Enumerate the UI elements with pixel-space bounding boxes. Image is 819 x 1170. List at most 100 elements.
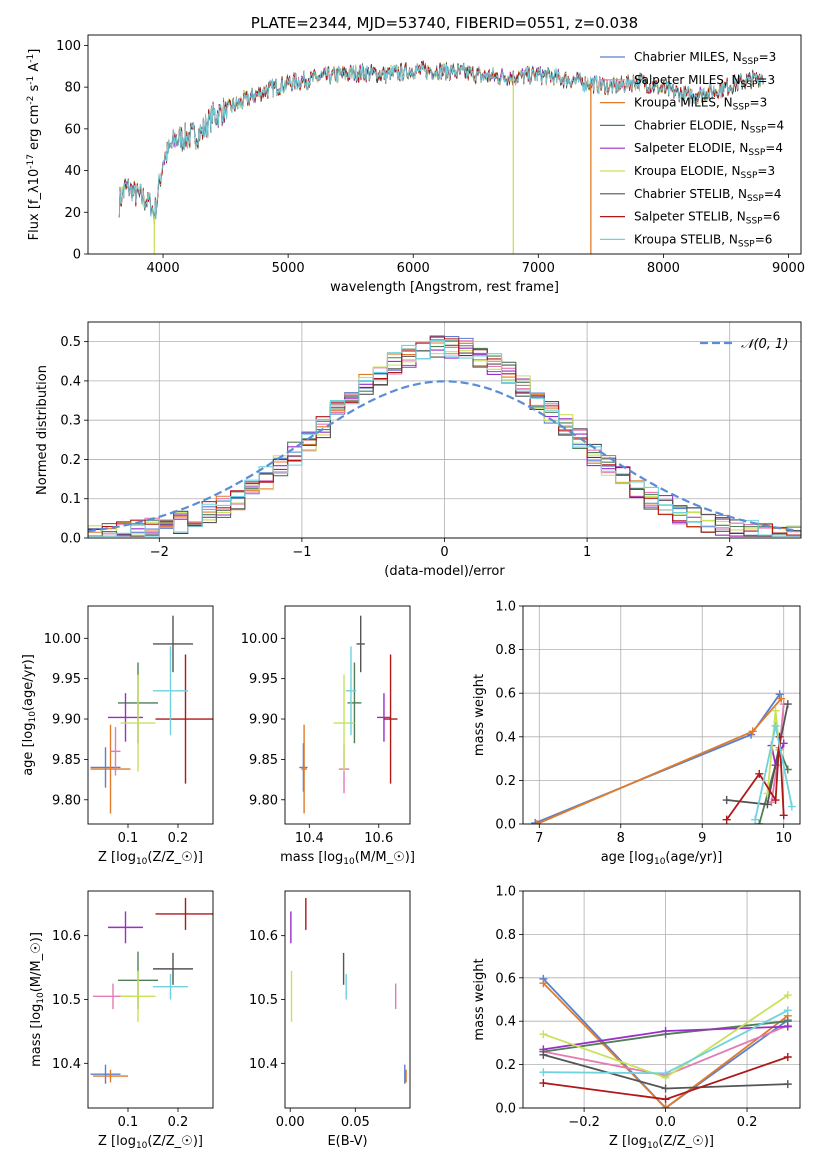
x-tick-label: 0.2 [737,1115,758,1130]
age_vs_mass-frame [284,605,411,825]
age_vs_mass-points [299,615,398,814]
x-tick-label: 10 [775,831,792,846]
legend-label: Kroupa ELODIE, NSSP​=3 [634,164,775,181]
weight_vs_age-series [531,690,796,824]
y-tick-label: 9.80 [249,793,278,808]
weight-marker [771,706,780,715]
legend-label: Salpeter STELIB, NSSP​=6 [634,210,780,227]
weight-line-0 [542,978,789,1108]
weight-marker [779,811,788,820]
y-tick-label: 0.3 [60,414,81,429]
spectrum-frame [87,34,802,255]
y-tick-label: 60 [64,122,81,137]
x-axis-label: mass [log10​(M/M_☉)] [280,850,415,867]
legend-label: Chabrier ELODIE, NSSP​=4 [634,118,784,135]
weight-marker [779,739,788,748]
y-tick-label: 0.4 [495,730,516,745]
x-tick-label: 9000 [772,261,805,276]
x-axis-label: E(B-V) [327,1134,367,1149]
residual-histograms [88,335,801,537]
weight-marker [748,727,757,736]
weight-marker [783,1006,792,1015]
legend-label: Kroupa MILES, NSSP​=3 [634,96,767,113]
x-tick-label: 0.1 [118,1115,139,1130]
y-axis-label-group: mass weight [472,674,487,756]
x-tick-label: 10.6 [364,831,393,846]
y-tick-label: 0.6 [495,971,516,986]
x-tick-label: 5000 [272,261,305,276]
mass_vs_Z-axes: 0.1 0.2 10.4 10.5 10.6 [52,929,188,1130]
x-tick-label: 1 [583,545,591,560]
weight_vs_Z-series [539,974,792,1108]
x-tick-label: −2 [150,545,169,560]
y-tick-label: 9.80 [52,793,81,808]
errorbar-point [108,911,143,944]
x-tick-label: 0.0 [655,1115,676,1130]
errorbar-point [93,1069,128,1083]
y-axis-label: age [log10​(age/yr)] [21,654,38,776]
spectrum-series-8 [118,62,764,223]
errorbar-point [155,898,213,930]
weight-marker [661,1026,670,1035]
errorbar-point [120,674,156,772]
errorbar-point [110,727,121,776]
y-tick-label: 9.90 [249,713,278,728]
y-tick-label: 80 [64,81,81,96]
errorbar-point [356,615,365,673]
weight-marker [755,769,764,778]
mass_vs_Z-frame [87,890,214,1109]
errorbar-point [347,662,362,744]
gaussian-legend-label: 𝒩(0, 1) [741,337,788,352]
histogram-series-7 [88,336,801,537]
y-tick-label: 0.4 [495,1015,516,1030]
weight-marker [771,796,780,805]
y-tick-label: 10.5 [249,993,278,1008]
x-tick-label: 7 [535,831,543,846]
legend-label: Salpeter MILES, NSSP​=3 [634,73,775,90]
y-tick-label: 0.8 [495,643,516,658]
y-axis-label-group: age [log10​(age/yr)] [21,654,38,776]
y-tick-label: 9.90 [52,713,81,728]
weight-marker [661,1084,670,1093]
x-axis-label: wavelength [Angstrom, rest frame] [330,280,559,295]
y-tick-label: 0.2 [495,1058,516,1073]
y-tick-label: 0.0 [495,1102,516,1117]
weight-marker [539,979,548,988]
y-tick-label: 10.6 [52,929,81,944]
x-axis-label: Z [log10​(Z/Z_☉)] [98,850,203,867]
x-tick-label: 9 [698,831,706,846]
x-tick-label: 0.00 [276,1115,305,1130]
legend-label: Salpeter ELODIE, NSSP​=4 [634,141,783,158]
weight-marker [532,820,541,824]
y-axis-label: mass [log10​(M/M_☉)] [29,932,46,1067]
weight-marker [783,991,792,1000]
y-axis-label: Normed distribution [35,365,50,495]
weight_vs_age-axes: 7 8 9 10 0.0 0.2 0.4 0.6 0.8 1.0 [495,600,800,846]
weight-marker [539,1068,548,1077]
mass_vs_Z-points [90,898,213,1084]
y-axis-label-group: mass [log10​(M/M_☉)] [29,932,46,1067]
y-axis-label: mass weight [472,674,487,756]
y-tick-label: 0.0 [60,532,81,547]
x-tick-label: 4000 [147,261,180,276]
errorbar-point [301,724,307,814]
x-tick-label: 0 [440,545,448,560]
y-axis-label: Flux [f_λ10-17​ erg cm-2​ s-1​ A-1​] [26,49,42,241]
errorbar-point [153,973,188,1000]
weight_vs_Z-axes: −0.2 0.0 0.2 0.0 0.2 0.4 0.6 0.8 1.0 [495,885,800,1130]
y-tick-label: 9.85 [249,753,278,768]
y-tick-label: 20 [64,206,81,221]
weight_vs_age-frame [522,605,801,825]
legend-label: Chabrier STELIB, NSSP​=4 [634,187,782,204]
x-tick-label: 6000 [397,261,430,276]
weight-line-1 [542,982,789,1108]
weight-marker [771,721,780,730]
errorbar-point [155,654,213,784]
gaussian-curve [88,380,799,533]
y-tick-label: 10.00 [241,632,278,647]
y-tick-label: 0.2 [60,453,81,468]
y-tick-label: 9.95 [52,672,81,687]
x-tick-label: 0.05 [341,1115,370,1130]
x-axis-label: Z [log10​(Z/Z_☉)] [609,1134,714,1151]
